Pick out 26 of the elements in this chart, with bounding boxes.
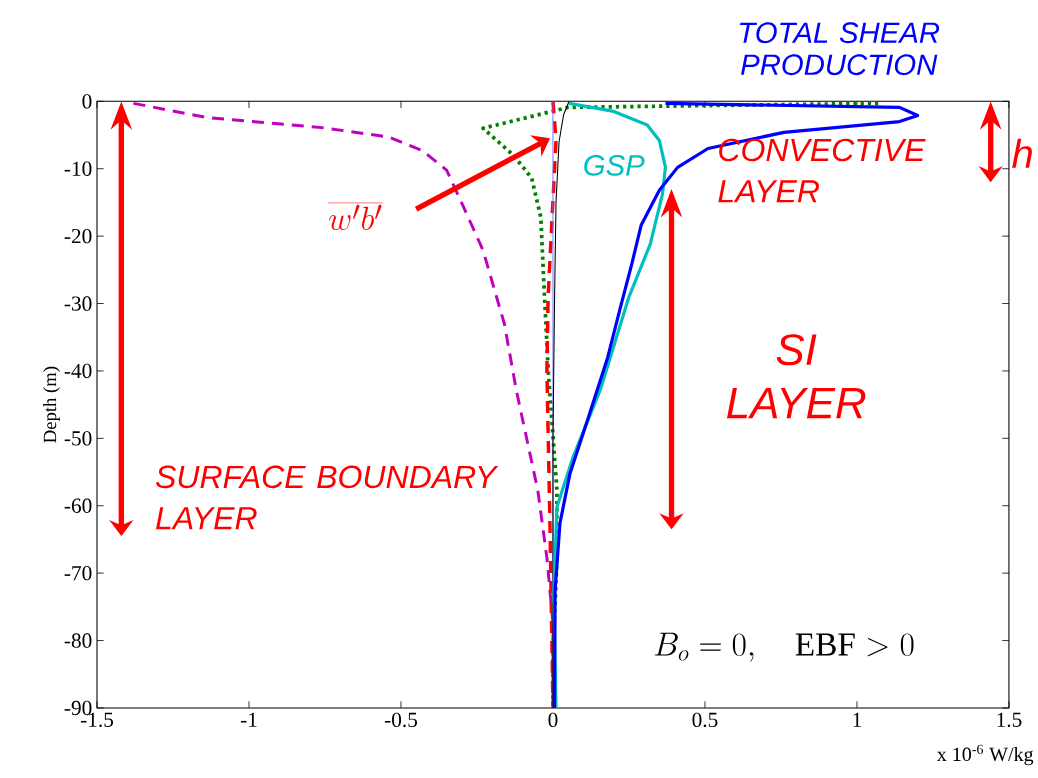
annotation: $\overline{w'b'}$: [328, 202, 383, 231]
y-tick-label: -60: [64, 498, 92, 513]
y-tick-label: -30: [64, 296, 92, 311]
series-label: GSP: [584, 154, 645, 176]
x-axis-title: x 10$^{-6}$ W/kg: [936, 744, 1034, 766]
y-tick-label: -20: [64, 228, 92, 244]
annotation: $B_o = 0, \quad \mathrm{EBF} > 0$: [654, 632, 914, 662]
line-series: [545, 101, 558, 708]
y-axis-title: Depth (m): [43, 366, 61, 443]
x-tick-label: 0.5: [692, 712, 718, 728]
y-tick-label: -70: [64, 565, 92, 581]
y-tick-label: -80: [64, 633, 92, 648]
text: h: [1012, 138, 1032, 168]
x-tick-label: 0: [548, 712, 558, 728]
y-tick-label: -40: [64, 363, 92, 379]
series-label: TOTAL SHEAR PRODUCTION: [740, 22, 940, 76]
annotation: CONVECTIVE LAYER: [718, 138, 926, 203]
annotation: SI LAYER: [727, 334, 866, 419]
y-tick-label: -50: [64, 431, 92, 446]
annotation: SURFACE BOUNDARY LAYER: [155, 465, 499, 530]
y-tick-label: -10: [64, 161, 92, 176]
x-tick-label: -0.5: [384, 712, 418, 728]
x-tick-label: 1: [853, 712, 862, 727]
x-tick-label: -1: [240, 712, 257, 727]
y-tick-label: 0: [82, 94, 92, 109]
x-tick-label: 1.5: [997, 712, 1022, 728]
